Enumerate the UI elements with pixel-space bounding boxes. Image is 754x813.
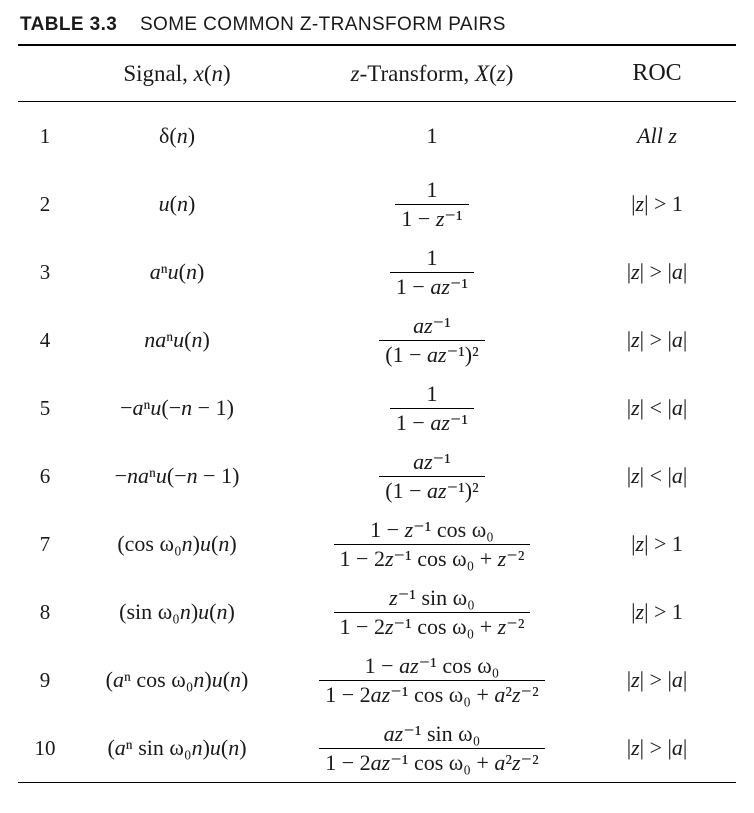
header-signal: Signal, x(n): [123, 61, 230, 86]
roc-cell: |z| > 1: [582, 191, 732, 217]
signal-cell: δ(n): [72, 123, 282, 149]
roc-cell: |z| > 1: [582, 599, 732, 625]
row-index: 2: [18, 192, 72, 217]
table-row: 6−naⁿu(−n − 1)az⁻¹(1 − az⁻¹)²|z| < |a|: [18, 442, 736, 510]
row-index: 6: [18, 464, 72, 489]
signal-cell: −naⁿu(−n − 1): [72, 463, 282, 489]
header-transform: z-Transform, X(z): [351, 61, 514, 86]
signal-cell: (aⁿ cos ω₀n)u(n): [72, 667, 282, 693]
roc-cell: |z| > 1: [582, 531, 732, 557]
row-index: 5: [18, 396, 72, 421]
table-row: 10(aⁿ sin ω₀n)u(n)az⁻¹ sin ω₀1 − 2az⁻¹ c…: [18, 714, 736, 782]
table-title: SOME COMMON Z-TRANSFORM PAIRS: [140, 14, 506, 35]
signal-cell: −aⁿu(−n − 1): [72, 395, 282, 421]
roc-cell: |z| > |a|: [582, 735, 732, 761]
transform-cell: 1 − z⁻¹ cos ω₀1 − 2z⁻¹ cos ω₀ + z⁻²: [282, 516, 582, 572]
transform-cell: 11 − z⁻¹: [282, 176, 582, 232]
table-row: 1δ(n)1All z: [18, 102, 736, 170]
signal-cell: (sin ω₀n)u(n): [72, 599, 282, 625]
transform-cell: 11 − az⁻¹: [282, 244, 582, 300]
signal-cell: aⁿu(n): [72, 259, 282, 285]
transform-cell: az⁻¹(1 − az⁻¹)²: [282, 312, 582, 368]
table-caption: TABLE 3.3 SOME COMMON Z-TRANSFORM PAIRS: [20, 14, 736, 36]
transform-cell: z⁻¹ sin ω₀1 − 2z⁻¹ cos ω₀ + z⁻²: [282, 584, 582, 640]
roc-cell: All z: [582, 123, 732, 149]
table-row: 8(sin ω₀n)u(n)z⁻¹ sin ω₀1 − 2z⁻¹ cos ω₀ …: [18, 578, 736, 646]
bottom-rule: [18, 782, 736, 783]
signal-cell: u(n): [72, 191, 282, 217]
row-index: 8: [18, 600, 72, 625]
transform-cell: az⁻¹(1 − az⁻¹)²: [282, 448, 582, 504]
roc-cell: |z| > |a|: [582, 327, 732, 353]
row-index: 4: [18, 328, 72, 353]
table-label: TABLE 3.3: [20, 14, 117, 35]
signal-cell: (aⁿ sin ω₀n)u(n): [72, 735, 282, 761]
transform-cell: 11 − az⁻¹: [282, 380, 582, 436]
roc-cell: |z| < |a|: [582, 463, 732, 489]
table-row: 2u(n)11 − z⁻¹|z| > 1: [18, 170, 736, 238]
row-index: 10: [18, 736, 72, 761]
row-index: 3: [18, 260, 72, 285]
roc-cell: |z| > |a|: [582, 667, 732, 693]
transform-cell: 1 − az⁻¹ cos ω₀1 − 2az⁻¹ cos ω₀ + a²z⁻²: [282, 652, 582, 708]
row-index: 7: [18, 532, 72, 557]
signal-cell: naⁿu(n): [72, 327, 282, 353]
header-row: Signal, x(n) z-Transform, X(z) ROC: [18, 46, 736, 101]
transform-cell: az⁻¹ sin ω₀1 − 2az⁻¹ cos ω₀ + a²z⁻²: [282, 720, 582, 776]
row-index: 9: [18, 668, 72, 693]
table-body: 1δ(n)1All z2u(n)11 − z⁻¹|z| > 13aⁿu(n)11…: [18, 102, 736, 782]
roc-cell: |z| > |a|: [582, 259, 732, 285]
transform-cell: 1: [282, 123, 582, 149]
signal-cell: (cos ω₀n)u(n): [72, 531, 282, 557]
row-index: 1: [18, 124, 72, 149]
roc-cell: |z| < |a|: [582, 395, 732, 421]
header-roc: ROC: [632, 60, 681, 86]
table-row: 3aⁿu(n)11 − az⁻¹|z| > |a|: [18, 238, 736, 306]
table-row: 4naⁿu(n)az⁻¹(1 − az⁻¹)²|z| > |a|: [18, 306, 736, 374]
table-row: 9(aⁿ cos ω₀n)u(n)1 − az⁻¹ cos ω₀1 − 2az⁻…: [18, 646, 736, 714]
table-row: 5−aⁿu(−n − 1)11 − az⁻¹|z| < |a|: [18, 374, 736, 442]
table-row: 7(cos ω₀n)u(n)1 − z⁻¹ cos ω₀1 − 2z⁻¹ cos…: [18, 510, 736, 578]
